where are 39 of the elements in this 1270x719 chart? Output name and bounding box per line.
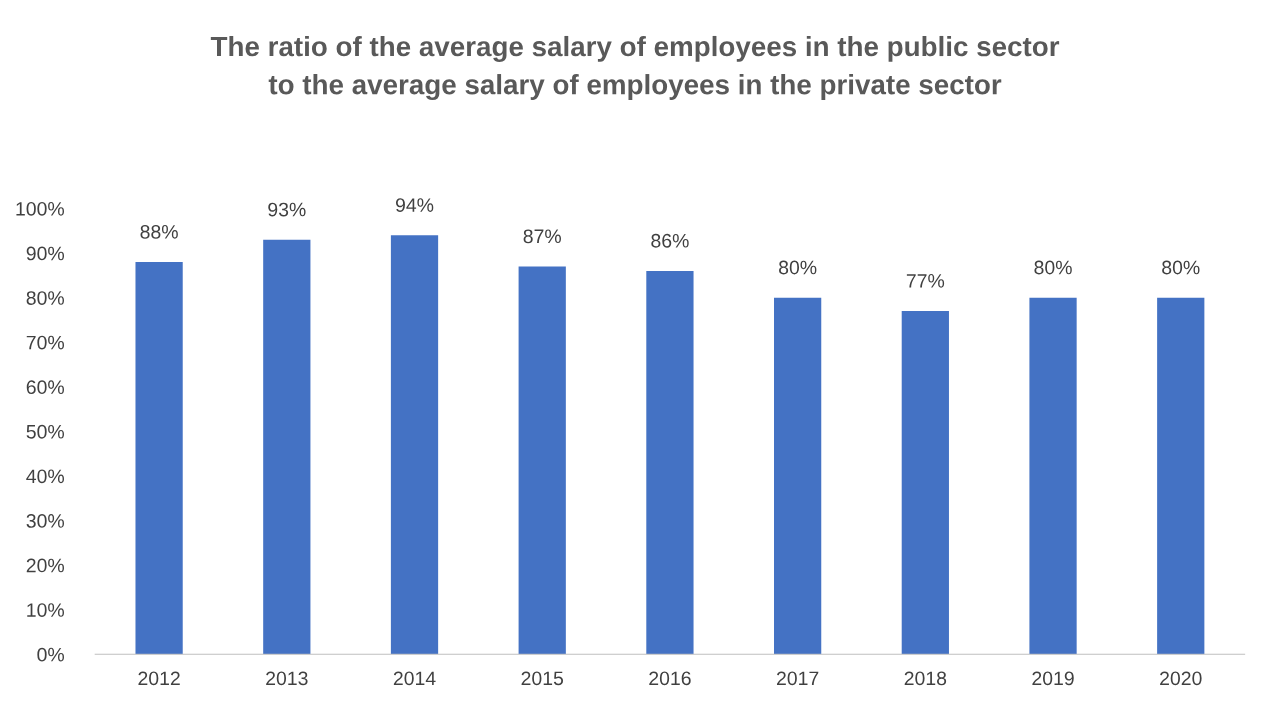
bar: [1157, 297, 1205, 655]
bar: [263, 239, 311, 655]
bar: [901, 311, 949, 655]
data-label: 80%: [779, 260, 817, 275]
y-tick-label: 60%: [26, 380, 64, 395]
y-tick-label: 50%: [26, 424, 64, 439]
y-tick-label: 40%: [26, 469, 64, 484]
x-tick-label: 2014: [393, 671, 436, 686]
x-tick-label: 2020: [1160, 671, 1202, 686]
y-tick-label: 10%: [27, 603, 64, 617]
y-tick-label: 70%: [26, 335, 64, 350]
data-label: 88%: [140, 224, 178, 239]
y-tick-label: 80%: [26, 291, 64, 305]
bar: [774, 297, 822, 655]
bar: [135, 262, 183, 655]
data-label: 77%: [906, 274, 945, 288]
bar: [646, 270, 694, 655]
data-label: 80%: [1162, 260, 1200, 275]
chart-title: The ratio of the average salary of employees in the public sector to the average salary of employees in the private sector: [210, 35, 1060, 101]
x-tick-label: 2016: [649, 671, 691, 686]
bar: [518, 266, 566, 655]
x-tick-label: 2018: [904, 671, 947, 686]
data-label: 93%: [268, 202, 306, 217]
y-tick-label: 90%: [26, 246, 64, 261]
bar: [390, 235, 439, 655]
y-tick-label: 30%: [26, 514, 64, 528]
y-tick-label: 20%: [26, 558, 64, 573]
data-label: 87%: [523, 229, 561, 244]
data-label: 94%: [395, 198, 434, 212]
bar: [1029, 297, 1077, 655]
y-tick-label: 0%: [37, 647, 64, 662]
x-tick-label: 2015: [521, 671, 564, 686]
x-tick-label: 2013: [266, 671, 308, 686]
data-label: 80%: [1034, 260, 1072, 275]
data-label: 86%: [651, 233, 689, 248]
x-tick-label: 2012: [138, 671, 180, 686]
x-tick-label: 2017: [776, 671, 819, 686]
x-tick-label: 2019: [1032, 671, 1074, 686]
y-tick-label: 100%: [16, 201, 65, 216]
